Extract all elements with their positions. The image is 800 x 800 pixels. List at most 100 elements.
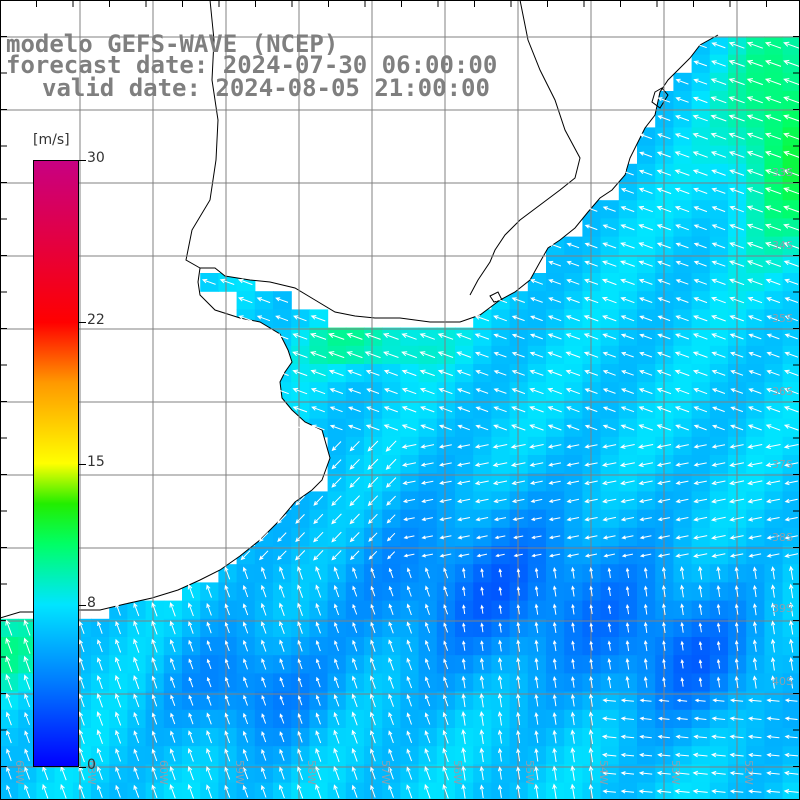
wind-arrow [716, 658, 721, 669]
wind-arrow [347, 369, 362, 376]
wind-arrow [352, 657, 358, 670]
wind-arrow [534, 657, 539, 670]
wind-arrow [746, 187, 763, 195]
wind-arrow [602, 333, 617, 340]
wind-arrow [764, 187, 782, 195]
wind-arrow [711, 498, 726, 504]
wind-arrow [788, 620, 794, 635]
wind-arrow [674, 169, 690, 176]
wind-arrow [638, 224, 654, 231]
wind-arrow [619, 444, 635, 449]
wind-arrow [729, 205, 744, 213]
wind-arrow [789, 675, 794, 689]
wind-arrow [748, 771, 762, 776]
wind-arrow [621, 535, 634, 540]
wind-arrow [710, 96, 727, 104]
wind-arrow [698, 565, 703, 580]
wind-arrow [331, 459, 342, 470]
wind-arrow [461, 711, 466, 726]
wind-arrow [570, 783, 576, 799]
wind-arrow [313, 513, 324, 525]
wind-arrow [151, 657, 158, 671]
wind-arrow [765, 278, 781, 286]
wind-arrow [274, 351, 289, 358]
wind-arrow [349, 477, 360, 489]
wind-arrow [313, 550, 324, 561]
wind-arrow [625, 585, 630, 597]
wind-arrow [224, 784, 231, 798]
wind-arrow [295, 514, 305, 524]
wind-arrow [716, 676, 721, 688]
wind-arrow [566, 517, 580, 522]
wind-arrow [676, 716, 688, 721]
wind-arrow [656, 169, 672, 176]
wind-arrow [584, 224, 598, 231]
wind-arrow [383, 406, 398, 413]
wind-arrow [734, 658, 739, 670]
wind-arrow [680, 603, 685, 616]
wind-arrow [783, 424, 799, 431]
wind-arrow [383, 369, 398, 376]
wind-arrow [23, 655, 31, 672]
wind-arrow [492, 444, 508, 449]
colorbar-tick-label: 22 [87, 311, 105, 328]
wind-arrow [552, 783, 558, 799]
wind-arrow [351, 784, 358, 798]
wind-arrow [406, 784, 413, 799]
wind-arrow [747, 462, 763, 468]
wind-arrow [315, 658, 321, 670]
wind-arrow [734, 566, 739, 580]
wind-arrow [675, 115, 690, 122]
wind-arrow [456, 351, 472, 358]
wind-arrow [292, 424, 307, 431]
wind-arrow [534, 730, 539, 744]
wind-arrow [584, 242, 598, 249]
wind-arrow [151, 748, 158, 762]
wind-arrow [475, 370, 489, 376]
wind-arrow [692, 114, 708, 122]
wind-arrow [279, 713, 285, 724]
wind-arrow [571, 585, 575, 597]
wind-arrow [583, 296, 599, 304]
wind-arrow [315, 566, 322, 580]
wind-arrow [439, 535, 452, 540]
wind-arrow [97, 784, 103, 798]
wind-arrow [516, 675, 521, 689]
wind-arrow [770, 602, 776, 616]
wind-arrow [385, 477, 397, 488]
wind-arrow [729, 752, 744, 758]
wind-arrow [693, 297, 708, 304]
wind-arrow [456, 498, 471, 504]
wind-arrow [309, 332, 327, 340]
wind-arrow [425, 657, 431, 670]
wind-arrow [675, 734, 689, 739]
wind-arrow [783, 187, 800, 195]
wind-arrow [188, 730, 194, 744]
wind-arrow [370, 585, 376, 597]
wind-arrow [766, 388, 781, 395]
wind-arrow [297, 766, 304, 780]
wind-arrow [693, 78, 708, 85]
wind-arrow [783, 96, 800, 104]
wind-arrow [510, 462, 526, 467]
wind-arrow [333, 584, 340, 598]
wind-arrow [746, 59, 763, 67]
wind-arrow [261, 657, 267, 670]
wind-arrow [351, 693, 358, 708]
wind-arrow [133, 784, 140, 798]
wind-arrow [712, 698, 725, 703]
wind-arrow [747, 734, 762, 740]
wind-arrow [571, 622, 575, 633]
wind-arrow [584, 388, 598, 394]
wind-arrow [316, 676, 321, 688]
wind-arrow [530, 517, 542, 521]
wind-arrow [364, 351, 381, 359]
wind-arrow [748, 351, 762, 358]
wind-arrow [783, 770, 799, 776]
wind-arrow [242, 784, 249, 798]
wind-arrow [331, 477, 342, 488]
wind-arrow [570, 729, 576, 744]
wind-arrow [367, 476, 379, 489]
wind-arrow [656, 187, 672, 195]
wind-arrow [698, 677, 703, 687]
